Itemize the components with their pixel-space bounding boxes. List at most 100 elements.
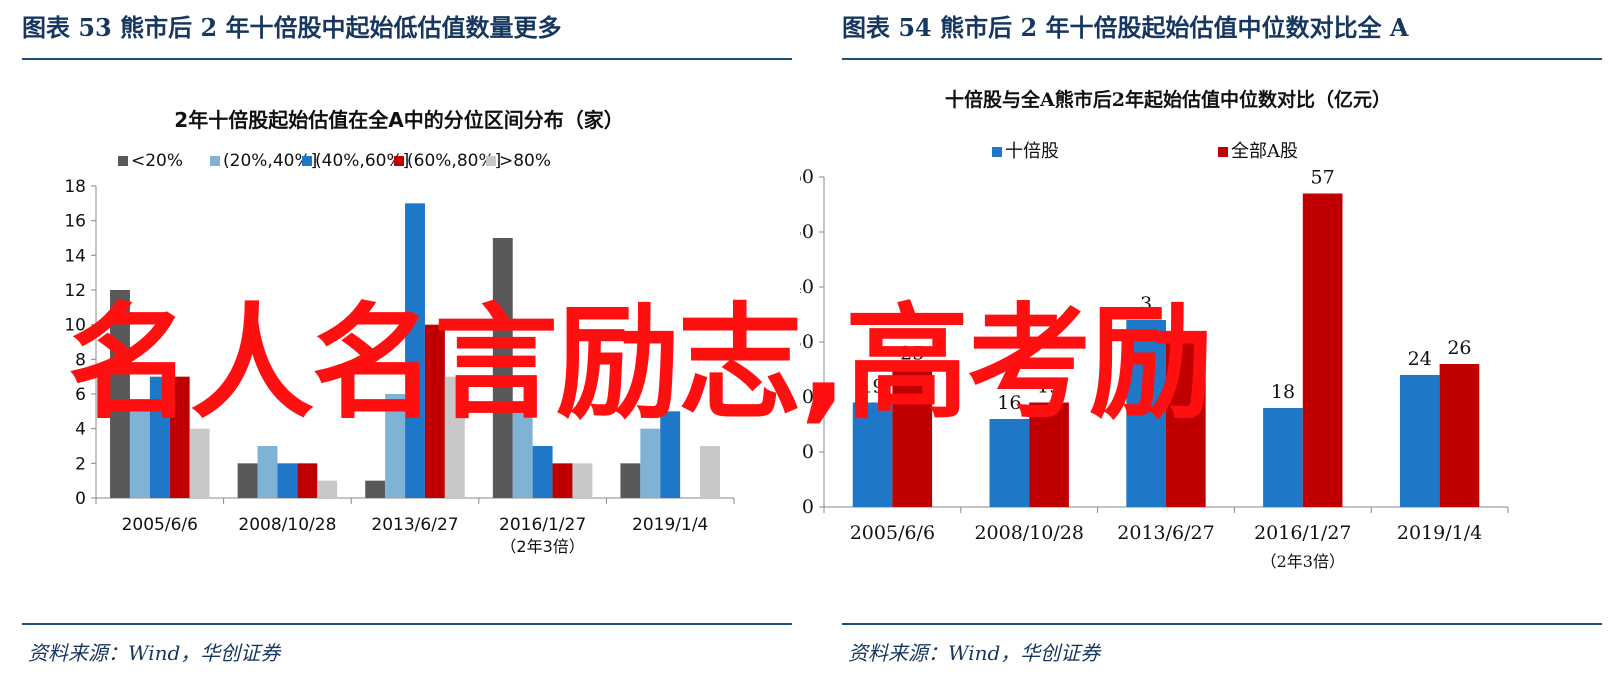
bar-0-1 <box>237 463 258 498</box>
bar-0-2 <box>1126 320 1166 507</box>
y-tick-label-2: 20 <box>800 386 814 408</box>
bar-4-3 <box>572 463 593 498</box>
y-tick-label-0: 0 <box>802 496 814 518</box>
figure-53-bottom-rule <box>22 623 792 625</box>
bar-2-4 <box>660 411 681 498</box>
x-category-label-0: 2005/6/6 <box>122 515 198 535</box>
data-label-0-0: 19 <box>860 376 884 398</box>
x-category-label-1: 2008/10/28 <box>238 515 336 535</box>
y-tick-label-8: 16 <box>64 212 86 232</box>
chart-title: 十倍股与全A熊市后2年起始估值中位数对比（亿元） <box>945 88 1391 111</box>
data-label-0-3: 18 <box>1271 381 1295 403</box>
legend-label-0: 十倍股 <box>1005 141 1059 162</box>
legend-label-4: >80% <box>499 151 551 171</box>
bar-0-0 <box>110 290 130 498</box>
x-category-note-3: （2年3倍） <box>1261 552 1345 571</box>
legend-label-2: (40%,60%] <box>315 151 409 171</box>
bar-2-2 <box>405 203 425 499</box>
y-tick-label-0: 0 <box>75 489 86 509</box>
left-chart: 2年十倍股起始估值在全A中的分位区间分布（家） <20% (20%,40%](40%… <box>64 108 735 556</box>
bar-2-3 <box>532 446 553 498</box>
bar-1-0 <box>892 369 933 507</box>
legend-swatch-2 <box>302 156 312 166</box>
bar-0-2 <box>365 480 386 498</box>
x-category-label-1: 2008/10/28 <box>974 522 1084 544</box>
y-tick-label-5: 50 <box>800 221 814 243</box>
bar-1-2 <box>1166 336 1206 507</box>
bar-4-0 <box>189 428 210 498</box>
y-tick-label-4: 8 <box>75 350 86 370</box>
x-category-label-3: 2016/1/27 <box>1254 522 1351 544</box>
figure-54: 图表 54 熊市后 2 年十倍股起始估值中位数对比全 A 十倍股与全A熊市后2年… <box>800 0 1602 683</box>
bar-0-1 <box>989 419 1030 507</box>
bar-4-4 <box>700 446 720 498</box>
y-tick-label-4: 40 <box>800 276 814 298</box>
y-tick-label-1: 2 <box>75 454 86 474</box>
bar-4-2 <box>444 376 465 498</box>
legend-label-1: (20%,40%] <box>223 151 317 171</box>
figure-53-top-rule <box>22 58 792 60</box>
bar-3-1 <box>297 463 318 498</box>
figure-53-source: 资料来源：Wind，华创证券 <box>28 641 281 665</box>
data-label-1-1: 19 <box>1037 376 1061 398</box>
bar-2-1 <box>277 463 298 498</box>
figure-53: 图表 53 熊市后 2 年十倍股中起始低估值数量更多 2年十倍股起始估值在全A中… <box>22 0 792 683</box>
y-tick-label-6: 60 <box>800 166 814 188</box>
data-label-0-4: 24 <box>1408 348 1432 370</box>
x-category-label-4: 2019/1/4 <box>632 515 708 535</box>
bar-0-0 <box>852 402 893 507</box>
legend-label-0: <20% <box>131 151 183 171</box>
data-label-0-2: 3 <box>1140 293 1152 315</box>
right-chart: 十倍股与全A熊市后2年起始估值中位数对比（亿元） 十倍股 全部A股 0 10 20 30 40… <box>800 88 1509 571</box>
x-category-label-0: 2005/6/6 <box>850 522 935 544</box>
legend-swatch-3 <box>394 156 404 166</box>
bar-3-2 <box>424 324 445 498</box>
watermark-overlay: 名人名言励志,高考励 <box>68 292 1213 436</box>
legend-swatch-0 <box>992 147 1002 157</box>
chart-title: 2年十倍股起始估值在全A中的分位区间分布（家） <box>174 108 623 132</box>
bar-0-4 <box>620 463 641 498</box>
data-label-1-4: 26 <box>1447 337 1471 359</box>
bar-4-1 <box>317 480 338 498</box>
legend-label-1: 全部A股 <box>1231 141 1298 162</box>
data-label-1-0: 25 <box>900 343 924 365</box>
y-tick-label-1: 10 <box>800 441 814 463</box>
bar-1-0 <box>129 411 150 498</box>
bar-2-0 <box>149 376 170 498</box>
data-label-1-3: 57 <box>1311 167 1335 189</box>
y-tick-label-9: 18 <box>64 177 86 197</box>
bar-1-3 <box>512 411 533 498</box>
y-tick-label-3: 6 <box>75 385 86 405</box>
figure-54-bottom-rule <box>842 623 1602 625</box>
y-tick-label-6: 12 <box>64 281 86 301</box>
y-tick-label-5: 10 <box>64 316 86 336</box>
bar-3-0 <box>169 376 190 498</box>
y-tick-label-3: 30 <box>800 331 814 353</box>
bar-1-1 <box>1029 402 1069 507</box>
bar-3-3 <box>552 463 573 498</box>
y-tick-label-2: 4 <box>75 420 86 440</box>
bar-0-4 <box>1399 375 1440 507</box>
x-category-label-2: 2013/6/27 <box>1117 522 1214 544</box>
figure-54-source: 资料来源：Wind，华创证券 <box>848 641 1101 665</box>
bar-0-3 <box>1263 408 1303 507</box>
x-category-label-2: 2013/6/27 <box>371 515 458 535</box>
bar-1-1 <box>257 446 278 498</box>
figure-54-top-rule <box>842 58 1602 60</box>
legend-swatch-1 <box>1218 147 1228 157</box>
legend-label-3: (60%,80%] <box>407 151 501 171</box>
bar-0-3 <box>492 238 513 498</box>
legend-swatch-0 <box>118 156 128 166</box>
figure-53-title: 图表 53 熊市后 2 年十倍股中起始低估值数量更多 <box>22 13 562 42</box>
legend-swatch-1 <box>210 156 220 166</box>
legend-swatch-4 <box>486 156 496 166</box>
figure-54-title: 图表 54 熊市后 2 年十倍股起始估值中位数对比全 A <box>842 13 1409 42</box>
bar-1-2 <box>385 394 406 498</box>
bar-1-3 <box>1302 193 1343 507</box>
x-category-note-3: （2年3倍） <box>500 537 584 556</box>
x-category-label-4: 2019/1/4 <box>1397 522 1482 544</box>
bar-1-4 <box>640 428 661 498</box>
bar-1-4 <box>1439 364 1480 507</box>
x-category-label-3: 2016/1/27 <box>499 515 586 535</box>
y-tick-label-7: 14 <box>64 246 86 266</box>
